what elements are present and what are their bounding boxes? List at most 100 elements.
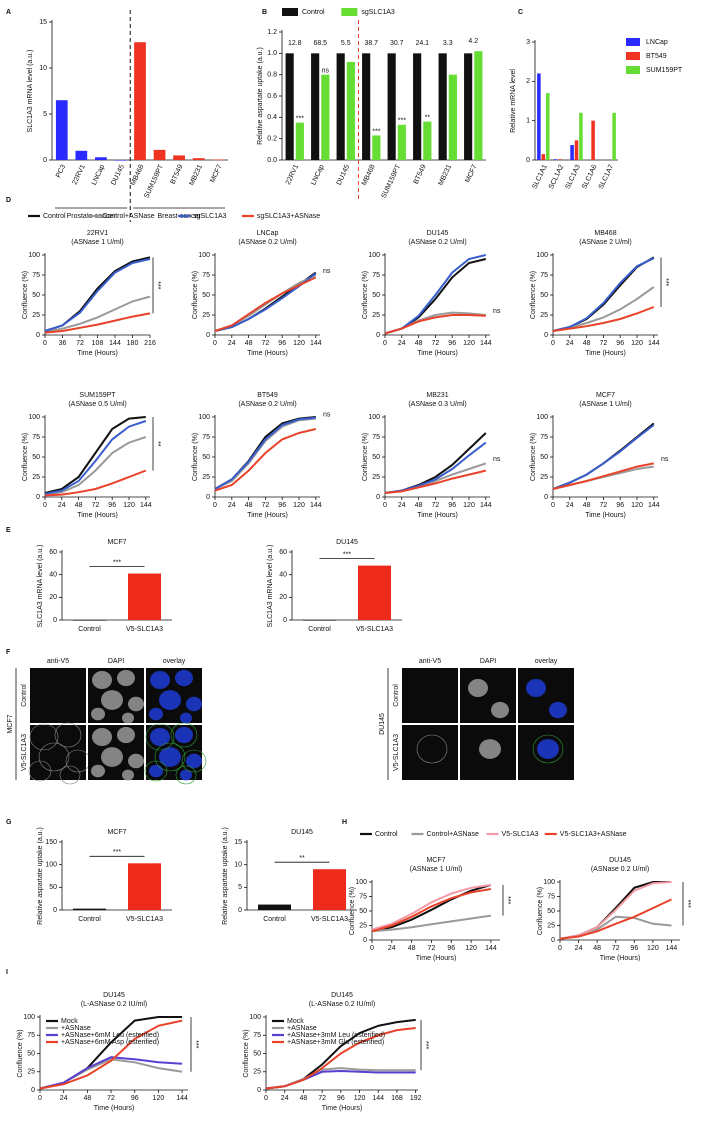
bar — [73, 620, 106, 621]
x-tick-label: 0 — [43, 340, 47, 347]
chart-subtitle: (ASNase 0.2 U/ml) — [238, 401, 296, 408]
legend-label: sgSLC1A3 — [361, 9, 395, 16]
x-tick-label: 48 — [300, 1095, 308, 1102]
bar — [295, 122, 304, 160]
y-tick-label: 75 — [253, 1032, 261, 1039]
x-tick-label: MCF7 — [464, 164, 478, 184]
legend-label: BT549 — [646, 53, 667, 60]
chart-title: SUM159PT — [79, 392, 116, 399]
y-tick-label: 100 — [368, 414, 380, 421]
nucleus — [150, 728, 170, 746]
x-tick-label: 0 — [383, 340, 387, 347]
line — [559, 881, 672, 940]
y-tick-label: 25 — [540, 312, 548, 319]
x-tick-label: 144 — [666, 945, 678, 952]
x-axis-label: Time (Hours) — [417, 350, 458, 357]
chart-subtitle: (ASNase 0.2 U/ml) — [591, 866, 649, 873]
chart-title: MB231 — [426, 392, 448, 399]
legend-label: Mock — [61, 1018, 78, 1025]
x-tick-label: 144 — [140, 502, 152, 509]
bar — [413, 53, 422, 161]
x-tick-label: 144 — [485, 945, 497, 952]
y-tick-label: 5 — [43, 111, 47, 118]
y-tick-label: 25 — [27, 1069, 35, 1076]
y-tick-label: 50 — [32, 454, 40, 461]
membrane — [54, 722, 82, 748]
x-tick-label: 24 — [228, 502, 236, 509]
legend-label: +ASNase+6mM Asp (esterified) — [61, 1039, 159, 1046]
row-label: Control — [393, 684, 400, 707]
x-tick-label: 72 — [262, 502, 270, 509]
nucleus — [537, 739, 559, 759]
x-tick-label: 0 — [383, 502, 387, 509]
y-tick-label: 15 — [39, 19, 47, 26]
significance: ns — [323, 411, 331, 418]
significance: *** — [398, 118, 406, 125]
nucleus — [526, 679, 546, 697]
y-tick-label: 0.2 — [267, 136, 277, 143]
nucleus — [101, 747, 123, 767]
chart-title: LNCap — [257, 230, 279, 237]
x-tick-label: 0 — [370, 945, 374, 952]
x-tick-label: 144 — [310, 502, 322, 509]
chart-title: DU145 — [427, 230, 449, 237]
y-axis-label: Relative mRNA level — [510, 69, 517, 133]
micrograph — [402, 725, 458, 780]
bar — [303, 620, 336, 621]
micrograph — [30, 668, 86, 723]
x-tick-label: BT549 — [413, 164, 428, 186]
x-tick-label: 96 — [131, 1095, 139, 1102]
y-tick-label: 100 — [28, 414, 40, 421]
significance: *** — [684, 900, 691, 908]
x-tick-label: 144 — [176, 1095, 188, 1102]
bar — [591, 120, 595, 160]
line — [44, 416, 146, 494]
legend-swatch — [282, 8, 298, 16]
x-axis-label: Time (Hours) — [94, 1105, 135, 1112]
y-tick-label: 40 — [279, 572, 287, 579]
chart-title: BT549 — [257, 392, 278, 399]
bar — [558, 159, 562, 160]
line — [371, 883, 492, 931]
annotation: 5.5 — [341, 40, 351, 47]
membrane — [144, 760, 168, 782]
cell-line-label: DU145 — [379, 713, 386, 735]
y-axis-label: Confluence (%) — [362, 433, 369, 481]
x-tick-label: 144 — [310, 340, 322, 347]
y-tick-label: 75 — [27, 1032, 35, 1039]
y-axis-label: Confluence (%) — [192, 271, 199, 319]
y-tick-label: 100 — [536, 414, 548, 421]
panel-label: D — [6, 197, 11, 204]
y-tick-label: 0 — [36, 494, 40, 501]
y-tick-label: 40 — [49, 572, 57, 579]
significance: *** — [422, 1041, 429, 1049]
legend-label: +ASNase — [61, 1025, 91, 1032]
significance: ns — [661, 456, 669, 463]
x-tick-label: 96 — [278, 502, 286, 509]
x-tick-label: 120 — [463, 340, 475, 347]
x-tick-label: 144 — [372, 1095, 384, 1102]
x-tick-label: 120 — [647, 945, 659, 952]
line — [384, 462, 487, 494]
x-tick-label: SUM159PT — [143, 163, 165, 199]
x-tick-label: DU145 — [110, 164, 126, 187]
annotation: 12.8 — [288, 40, 302, 47]
chart-subtitle: (ASNase 0.3 U/ml) — [408, 401, 466, 408]
y-tick-label: 50 — [540, 454, 548, 461]
nucleus — [149, 764, 163, 778]
x-tick-label: V5-SLC1A3 — [126, 916, 163, 923]
y-tick-label: 25 — [253, 1069, 261, 1076]
y-tick-label: 25 — [32, 312, 40, 319]
chart-title: DU145 — [331, 992, 353, 999]
chart-subtitle: (ASNase 0.2 U/ml) — [408, 239, 466, 246]
y-tick-label: 0 — [544, 494, 548, 501]
x-tick-label: 96 — [616, 502, 624, 509]
chart-subtitle: (L-ASNase 0.2 IU/ml) — [309, 1001, 376, 1008]
significance: ns — [323, 268, 331, 275]
membrane — [532, 734, 564, 764]
significance: *** — [113, 559, 121, 566]
x-tick-label: 96 — [337, 1095, 345, 1102]
y-axis-label: Confluence (%) — [243, 1029, 250, 1077]
chart-subtitle: (ASNase 1 U/ml) — [579, 401, 632, 408]
bar — [128, 863, 161, 910]
